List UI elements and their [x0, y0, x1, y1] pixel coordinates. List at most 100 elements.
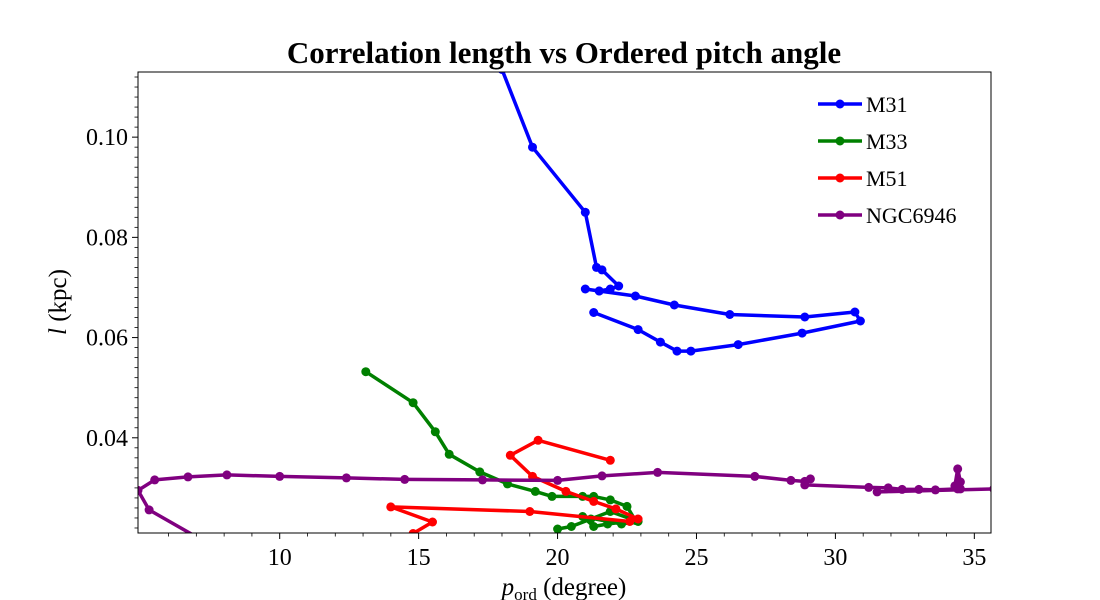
data-point-m33: [530, 486, 540, 496]
data-point-m51: [505, 450, 515, 460]
data-point-ngc6946: [864, 482, 874, 492]
data-point-m33: [622, 501, 632, 511]
y-axis: 0.04 0.06 0.08 0.10: [86, 76, 138, 529]
series-m33: [361, 367, 643, 533]
data-point-m33: [408, 398, 418, 408]
data-point-m51: [561, 486, 571, 496]
data-point-m51: [611, 504, 621, 514]
data-point-m51: [625, 517, 635, 526]
data-point-ngc6946: [872, 487, 882, 497]
data-point-ngc6946: [653, 467, 663, 477]
data-point-ngc6946: [953, 464, 963, 474]
legend-marker-ngc6946: [835, 210, 845, 220]
data-point-m51: [428, 517, 437, 527]
data-point-ngc6946: [597, 471, 607, 481]
data-point-m51: [533, 435, 543, 445]
data-point-ngc6946: [275, 471, 285, 481]
plot-frame: [137, 71, 992, 534]
data-point-m33: [603, 519, 613, 529]
data-point-m31: [594, 286, 604, 296]
series-line-ngc6946: [138, 467, 991, 533]
x-axis: 10 15 20 25 30 35: [168, 533, 986, 571]
data-point-ngc6946: [400, 474, 410, 484]
legend-label-ngc6946: NGC6946: [866, 203, 956, 228]
data-point-ngc6946: [222, 470, 232, 480]
data-point-ngc6946: [805, 474, 815, 484]
data-point-m33: [430, 427, 440, 437]
legend-marker-m51: [835, 173, 845, 183]
data-point-ngc6946: [197, 536, 206, 545]
x-tick-label: 25: [684, 545, 708, 571]
series-line-m31: [501, 72, 863, 353]
x-tick-label: 10: [268, 545, 292, 571]
data-point-ngc6946: [341, 473, 351, 483]
data-point-ngc6946: [150, 475, 160, 485]
data-point-ngc6946: [553, 475, 563, 485]
x-axis-label: pord (degree): [500, 574, 627, 600]
data-point-m31: [733, 340, 743, 350]
series-ngc6946: [138, 464, 991, 545]
x-tick-label: 30: [823, 545, 847, 571]
data-point-m33: [553, 524, 563, 533]
data-point-ngc6946: [138, 485, 143, 495]
y-tick-label: 0.06: [86, 326, 128, 352]
data-point-m51: [633, 514, 643, 524]
data-point-m31: [630, 291, 640, 301]
data-point-ngc6946: [955, 484, 965, 494]
data-point-m33: [566, 522, 576, 531]
data-point-m31: [597, 265, 607, 275]
data-point-ngc6946: [786, 475, 796, 485]
x-tick-label: 15: [407, 545, 431, 571]
data-point-m33: [547, 491, 557, 501]
series-line-m33: [364, 369, 640, 531]
data-point-m31: [669, 300, 679, 310]
data-point-m31: [797, 328, 807, 338]
data-point-ngc6946: [144, 505, 154, 515]
series-layer: [138, 72, 991, 545]
data-point-m31: [850, 307, 860, 317]
legend-label-m31: M31: [866, 92, 908, 117]
data-point-ngc6946: [897, 484, 907, 494]
legend-label-m33: M33: [866, 129, 908, 154]
x-tick-label: 35: [962, 545, 986, 571]
data-point-ngc6946: [883, 483, 893, 493]
data-point-m31: [633, 325, 643, 335]
data-point-m31: [855, 316, 865, 326]
data-point-m31: [672, 346, 682, 356]
data-point-m31: [655, 337, 665, 347]
chart-title: Correlation length vs Ordered pitch angl…: [287, 35, 841, 70]
data-point-ngc6946: [478, 475, 487, 485]
data-point-m51: [525, 507, 535, 516]
data-point-m51: [605, 455, 615, 465]
data-point-m31: [528, 142, 537, 152]
data-point-ngc6946: [930, 485, 940, 495]
data-point-m33: [475, 467, 485, 477]
data-point-ngc6946: [800, 480, 810, 490]
data-point-m33: [605, 495, 615, 505]
legend-marker-m33: [835, 136, 845, 146]
x-tick-label: 20: [546, 545, 570, 571]
data-point-m31: [725, 310, 735, 319]
data-point-m33: [589, 522, 599, 531]
data-point-m31: [580, 284, 590, 294]
data-point-m51: [386, 502, 396, 512]
legend-label-m51: M51: [866, 166, 908, 191]
data-point-m33: [361, 367, 371, 377]
data-point-m51: [408, 529, 418, 533]
series-m31: [498, 72, 865, 356]
data-point-m31: [800, 312, 810, 322]
legend: M31 M33 M51 NGC6946: [818, 92, 956, 228]
y-tick-label: 0.08: [86, 225, 128, 251]
legend-marker-m31: [835, 99, 845, 109]
data-point-m31: [614, 281, 624, 291]
data-point-m31: [605, 284, 615, 294]
data-point-ngc6946: [914, 484, 924, 494]
y-tick-label: 0.10: [86, 125, 128, 151]
y-axis-label: l (kpc): [45, 269, 72, 335]
data-point-m31: [589, 308, 599, 317]
data-point-ngc6946: [183, 472, 193, 482]
data-point-m31: [686, 346, 696, 356]
data-point-m33: [444, 449, 454, 459]
data-point-m51: [589, 496, 599, 506]
